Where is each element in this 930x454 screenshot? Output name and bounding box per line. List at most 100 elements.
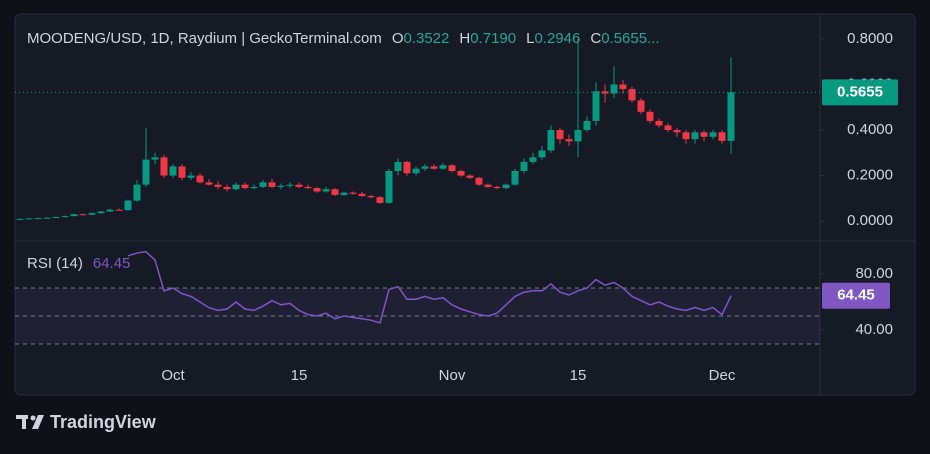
candle-body: [574, 130, 582, 142]
candle-body: [412, 168, 420, 174]
candle-body: [556, 130, 564, 140]
candle-body: [124, 200, 132, 211]
candle-body: [529, 157, 537, 162]
rsi-legend: RSI (14) 64.45: [27, 255, 130, 272]
candle-body: [457, 170, 465, 176]
y-tick-label: 0.8000: [847, 30, 893, 47]
last-price-badge: [822, 79, 898, 106]
rsi-line: [127, 250, 732, 324]
rsi-current: 64.45: [93, 255, 131, 272]
candle-body: [313, 188, 321, 192]
candle-body: [484, 184, 492, 187]
candle-body: [448, 165, 456, 171]
chart-panel: [14, 13, 916, 396]
candle-body: [511, 170, 519, 185]
last-price-label: 0.5655: [837, 83, 883, 100]
candle-body: [79, 214, 87, 216]
x-tick-label: 15: [570, 367, 587, 384]
candle-body: [88, 213, 96, 215]
candle-body: [70, 214, 78, 217]
candle-body: [259, 182, 267, 187]
candle-body: [340, 192, 348, 195]
candle-body: [34, 218, 42, 220]
candle-body: [304, 186, 312, 189]
candle-body: [223, 186, 231, 190]
candle-body: [331, 189, 339, 195]
candle-body: [295, 184, 303, 187]
candle-body: [367, 196, 375, 198]
candle-body: [475, 177, 483, 185]
candle-body: [538, 150, 546, 158]
candle-body: [502, 184, 510, 189]
candle-body: [466, 175, 474, 178]
candle-body: [520, 161, 528, 171]
brand: TradingView: [50, 412, 157, 432]
candle-body: [664, 125, 672, 131]
ohlc-value: 0.5655...: [601, 30, 659, 47]
candle-body: [601, 91, 609, 94]
candle-body: [151, 157, 159, 160]
rsi-badge-label: 64.45: [837, 287, 875, 304]
ohlc-label: L: [526, 30, 534, 47]
candle-body: [214, 184, 222, 187]
candle-body: [691, 132, 699, 140]
candle-body: [286, 184, 294, 186]
candle-body: [646, 111, 654, 121]
candle-body: [727, 92, 735, 141]
candle-body: [673, 130, 681, 133]
y-tick-label: 0.2000: [847, 167, 893, 184]
candle-body: [403, 161, 411, 174]
candle-body: [97, 211, 105, 214]
candle-body: [241, 184, 249, 189]
y-tick-label: 0.4000: [847, 121, 893, 138]
candle-body: [376, 197, 384, 203]
candle-body: [277, 185, 285, 187]
x-tick-label: Oct: [161, 367, 185, 384]
candle-body: [610, 84, 618, 94]
x-tick-label: Nov: [439, 367, 466, 384]
ohlc-label: C: [590, 30, 601, 47]
candle-body: [250, 186, 258, 189]
candle-body: [358, 193, 366, 197]
candle-body: [439, 165, 447, 169]
candle-body: [142, 159, 150, 185]
ohlc-value: 0.3522: [403, 30, 449, 47]
candle-body: [169, 166, 177, 176]
candle-body: [187, 175, 195, 178]
candle-body: [16, 218, 24, 220]
candle-body: [133, 184, 141, 201]
rsi-title: RSI (14): [27, 255, 83, 272]
candle-body: [547, 130, 555, 151]
candle-body: [160, 157, 168, 176]
candle-body: [628, 89, 636, 101]
candle-body: [394, 161, 402, 171]
candle-body: [637, 100, 645, 112]
candle-body: [322, 189, 330, 192]
candle-body: [52, 216, 60, 218]
candle-body: [682, 132, 690, 140]
x-tick-label: 15: [291, 367, 308, 384]
ohlc-value: 0.2946: [534, 30, 580, 47]
ohlc-value: 0.7190: [470, 30, 516, 47]
candle-body: [25, 218, 33, 220]
candle-body: [268, 182, 276, 187]
rsi-badge: [822, 282, 890, 309]
y-tick-label: 0.0000: [847, 212, 893, 229]
candle-body: [349, 192, 357, 194]
candle-body: [232, 184, 240, 190]
candle-body: [583, 120, 591, 131]
candle-body: [115, 209, 123, 211]
overlay: Oct 15 Nov 15 Dec: [161, 367, 736, 384]
candle-body: [619, 84, 627, 90]
brand-logo: [16, 415, 44, 429]
candle-body: [106, 209, 114, 212]
candle-body: [385, 170, 393, 203]
candle-body: [592, 91, 600, 121]
candle-body: [205, 182, 213, 185]
ohlc-label: O: [392, 30, 404, 47]
candle-body: [421, 166, 429, 169]
rsi-pane: 40.00 80.00 RSI (14) 64.45 64.45: [15, 250, 893, 345]
